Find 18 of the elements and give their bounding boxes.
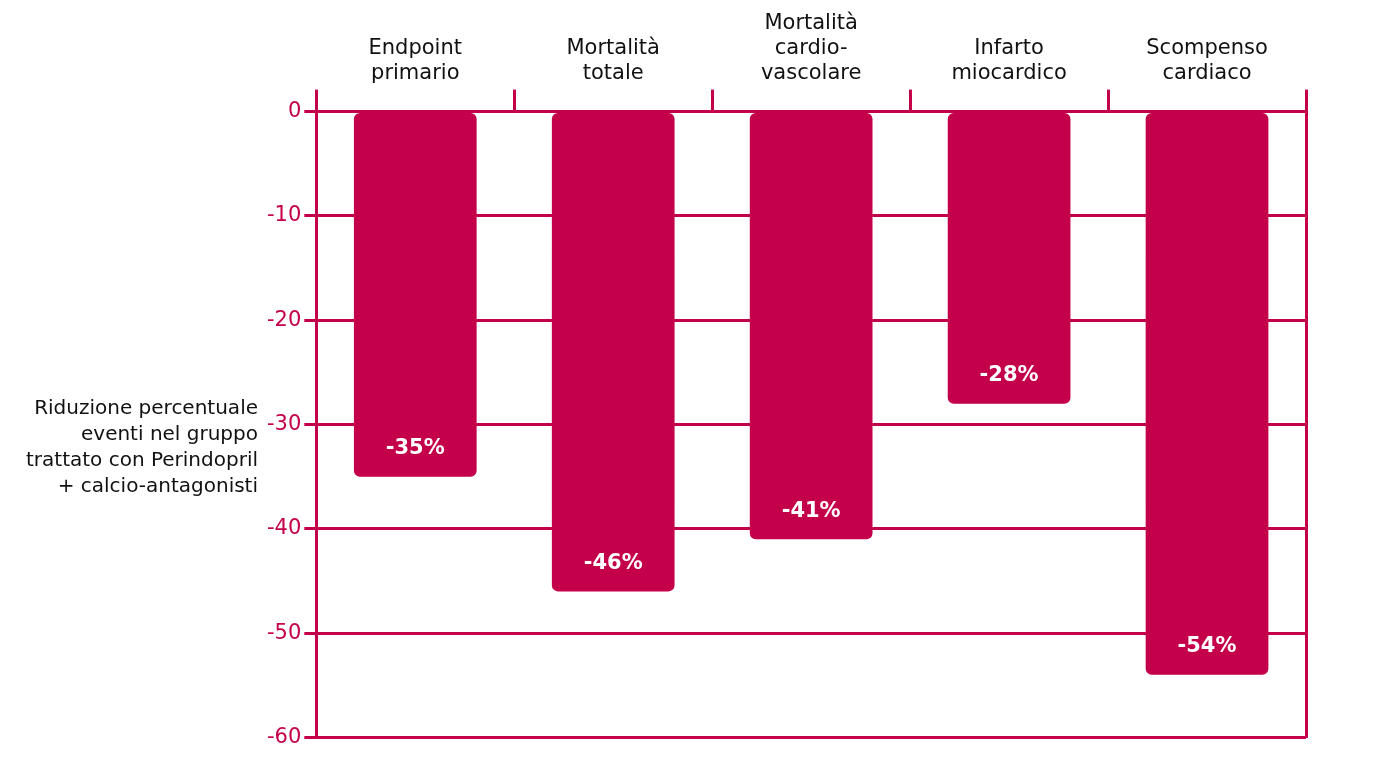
data-label: -35%: [385, 435, 445, 460]
y-tick-label: -50: [266, 619, 302, 644]
y-tick-label: -30: [266, 410, 302, 435]
y-tick-label: -40: [266, 515, 302, 540]
data-label: -28%: [979, 362, 1039, 387]
data-label: -46%: [583, 549, 643, 574]
y-tick-label: 0: [287, 98, 302, 123]
x-tick-label: Mortalità cardio-vascolare: [760, 10, 862, 85]
y-tick-label: -60: [266, 723, 302, 748]
data-label: -54%: [1177, 633, 1237, 658]
x-tick-label: Endpoint primario: [368, 35, 462, 85]
y-tick-label: -20: [266, 306, 302, 331]
x-tick-label: Scompenso cardiaco: [1146, 35, 1268, 85]
y-tick-label: -10: [266, 202, 302, 227]
data-label: -41%: [781, 497, 841, 522]
x-tick-label: Infarto miocardico: [951, 35, 1067, 85]
x-tick-label: Mortalità totale: [566, 35, 660, 85]
y-axis-title: Riduzione percentuale eventi nel gruppo trattato con Perindopril + calcio-antagonisti: [24, 393, 259, 498]
